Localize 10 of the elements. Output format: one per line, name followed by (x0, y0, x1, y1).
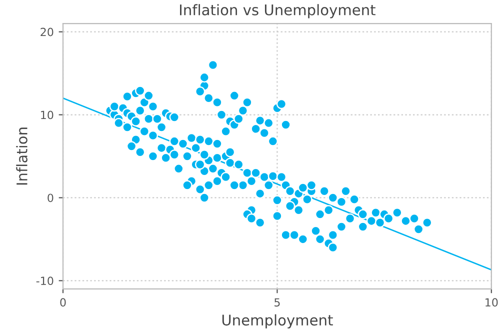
x-tick-label: 10 (486, 298, 498, 307)
y-tick-label: 0 (48, 194, 54, 202)
chart-title: Inflation vs Unemployment (180, 4, 376, 18)
x-axis-title: Unemployment (222, 314, 333, 328)
y-tick-label: 20 (40, 28, 54, 36)
x-tick-label: 0 (60, 298, 66, 307)
y-tick-label: -10 (36, 276, 54, 286)
y-tick-label: 10 (41, 110, 54, 120)
x-tick-label: 5 (274, 298, 280, 307)
y-axis-title: Inflation (16, 128, 28, 185)
